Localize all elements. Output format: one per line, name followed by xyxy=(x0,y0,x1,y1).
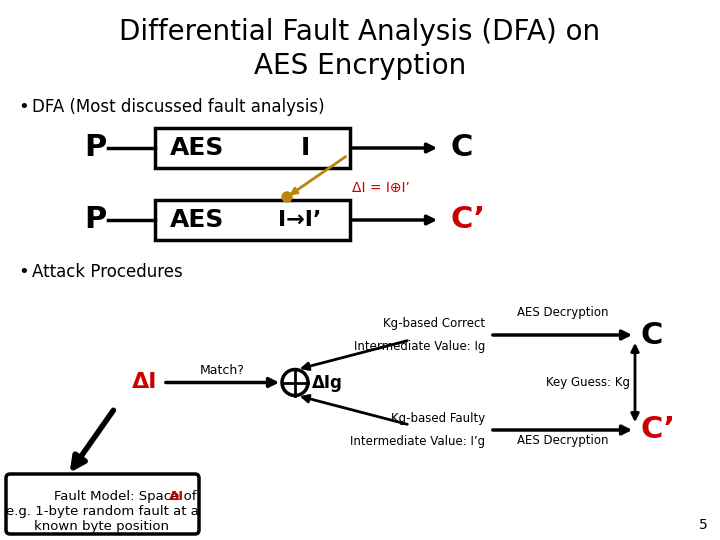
Text: DFA (Most discussed fault analysis): DFA (Most discussed fault analysis) xyxy=(32,98,325,116)
FancyBboxPatch shape xyxy=(155,200,350,240)
Text: e.g. 1-byte random fault at a: e.g. 1-byte random fault at a xyxy=(6,505,199,518)
Text: C: C xyxy=(450,133,472,163)
Text: ΔI = I⊕I’: ΔI = I⊕I’ xyxy=(352,181,410,195)
Text: P: P xyxy=(84,133,106,163)
Text: AES: AES xyxy=(170,136,224,160)
Text: P: P xyxy=(84,206,106,234)
Text: known byte position: known byte position xyxy=(35,520,169,533)
Text: C’: C’ xyxy=(640,415,675,444)
Text: ΔI: ΔI xyxy=(169,490,184,503)
Text: C’: C’ xyxy=(450,206,485,234)
Circle shape xyxy=(282,192,292,202)
Text: Match?: Match? xyxy=(200,364,245,377)
Text: Kg-based Faulty: Kg-based Faulty xyxy=(391,412,485,425)
Text: •: • xyxy=(18,263,29,281)
Text: AES: AES xyxy=(170,208,224,232)
Text: I→I’: I→I’ xyxy=(279,210,322,230)
Text: ΔI: ΔI xyxy=(132,373,158,393)
Text: C: C xyxy=(640,321,662,349)
Text: AES Encryption: AES Encryption xyxy=(254,52,466,80)
FancyBboxPatch shape xyxy=(155,128,350,168)
Text: Kg-based Correct: Kg-based Correct xyxy=(383,317,485,330)
Text: AES Decryption: AES Decryption xyxy=(517,306,608,319)
Text: Intermediate Value: I’g: Intermediate Value: I’g xyxy=(350,435,485,448)
Text: I: I xyxy=(300,136,310,160)
Text: Attack Procedures: Attack Procedures xyxy=(32,263,183,281)
Text: ΔIg: ΔIg xyxy=(312,374,343,391)
Text: Fault Model: Space of: Fault Model: Space of xyxy=(54,490,201,503)
Text: Differential Fault Analysis (DFA) on: Differential Fault Analysis (DFA) on xyxy=(120,18,600,46)
Text: Key Guess: Kg: Key Guess: Kg xyxy=(546,376,630,389)
Text: •: • xyxy=(18,98,29,116)
Text: 5: 5 xyxy=(699,518,708,532)
FancyBboxPatch shape xyxy=(6,474,199,534)
Text: Intermediate Value: Ig: Intermediate Value: Ig xyxy=(354,340,485,353)
Text: AES Decryption: AES Decryption xyxy=(517,434,608,447)
